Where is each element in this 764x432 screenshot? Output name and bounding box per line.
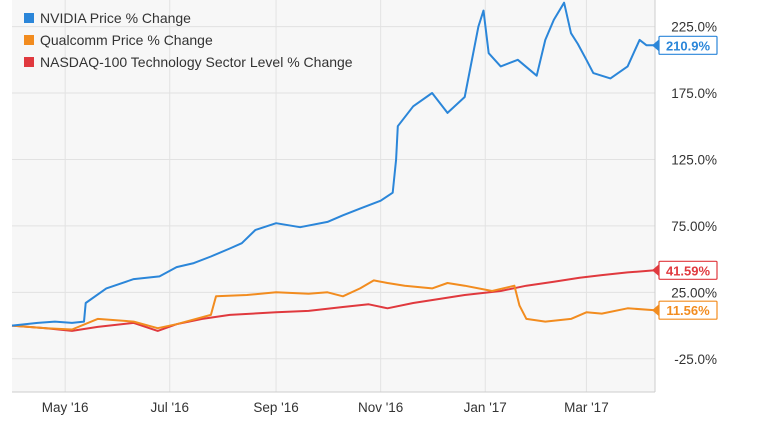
y-tick-label: 25.00% [671, 285, 717, 300]
x-tick-label: Jan '17 [464, 400, 507, 415]
y-tick-label: 175.0% [671, 86, 717, 101]
end-labels: 210.9% 11.56% 41.59% [652, 35, 718, 320]
gridlines [12, 0, 655, 392]
end-value-label: 210.9% [666, 38, 711, 53]
legend: NVIDIA Price % Change Qualcomm Price % C… [24, 7, 353, 73]
y-tick-label: 125.0% [671, 152, 717, 167]
legend-label-nvidia: NVIDIA Price % Change [40, 10, 191, 26]
x-tick-label: May '16 [42, 400, 89, 415]
x-tick-label: Sep '16 [253, 400, 298, 415]
end-label-box [658, 300, 718, 320]
legend-item-nasdaq: NASDAQ-100 Technology Sector Level % Cha… [24, 51, 353, 73]
series-line-0 [11, 1, 656, 327]
end-value-label: 41.59% [666, 263, 711, 278]
legend-label-nasdaq: NASDAQ-100 Technology Sector Level % Cha… [40, 54, 353, 70]
legend-swatch-nvidia [24, 13, 34, 23]
legend-item-qualcomm: Qualcomm Price % Change [24, 29, 353, 51]
end-label-box [658, 260, 718, 280]
plot-area [12, 0, 655, 392]
legend-label-qualcomm: Qualcomm Price % Change [40, 32, 213, 48]
x-axis: May '16 Jul '16 Sep '16 Nov '16 Jan '17 Mar '… [12, 391, 655, 415]
y-tick-label: 225.0% [671, 20, 717, 35]
x-tick-label: Nov '16 [358, 400, 403, 415]
end-label-pointer [652, 39, 659, 52]
end-label-box [658, 35, 718, 55]
series-lines [11, 1, 656, 332]
y-tick-label: 75.00% [671, 219, 717, 234]
legend-item-nvidia: NVIDIA Price % Change [24, 7, 353, 29]
series-line-2 [11, 269, 656, 332]
end-value-label: 11.56% [666, 303, 710, 318]
series-line-1 [11, 279, 656, 331]
x-tick-label: Jul '16 [150, 400, 189, 415]
legend-swatch-nasdaq [24, 57, 34, 67]
y-axis: 225.0% 175.0% 125.0% 75.00% 25.00% -25.0% [654, 0, 717, 392]
end-label-pointer [652, 304, 659, 317]
legend-swatch-qualcomm [24, 35, 34, 45]
x-tick-label: Mar '17 [564, 400, 609, 415]
y-tick-label: -25.0% [674, 352, 717, 367]
end-label-pointer [652, 264, 659, 277]
